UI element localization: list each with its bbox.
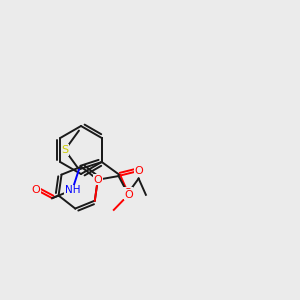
Text: O: O xyxy=(93,175,102,185)
Text: O: O xyxy=(124,190,133,200)
Text: NH: NH xyxy=(64,185,80,195)
Text: S: S xyxy=(61,145,68,155)
Text: O: O xyxy=(32,184,40,194)
Text: O: O xyxy=(124,188,133,198)
Text: O: O xyxy=(134,166,143,176)
